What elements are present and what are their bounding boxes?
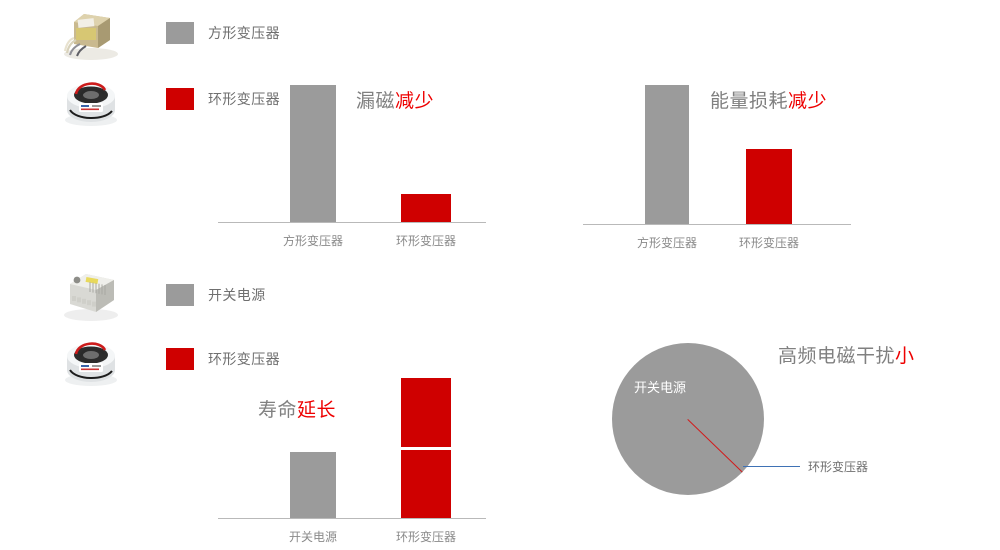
x-axis-line bbox=[218, 518, 486, 519]
chart-title-normal: 高频电磁干扰 bbox=[778, 346, 896, 367]
chart-leakage-flux: 方形变压器 环形变压器 漏磁减少 bbox=[218, 82, 486, 248]
chart-energy-loss: 方形变压器 环形变压器 能量损耗减少 bbox=[583, 84, 851, 250]
legend-top-label-1: 环形变压器 bbox=[208, 91, 280, 107]
bar-toroidal-transformer bbox=[401, 194, 451, 222]
chart-title-highlight: 小 bbox=[895, 346, 915, 367]
x-tick-label-1: 环形变压器 bbox=[395, 234, 456, 248]
pie-callout-label-toroidal-transformer: 环形变压器 bbox=[808, 460, 869, 474]
bar-square-transformer bbox=[645, 85, 689, 224]
bar-segment-lower bbox=[401, 450, 451, 518]
x-axis-line bbox=[218, 222, 486, 223]
bar-switching-power-supply bbox=[290, 452, 336, 518]
pie-chart-hf-emi: 开关电源 bbox=[612, 343, 764, 495]
bar-toroidal-transformer bbox=[746, 149, 792, 224]
switching-power-supply-photo bbox=[60, 266, 122, 324]
x-tick-label-0: 方形变压器 bbox=[282, 234, 343, 248]
legend-swatch-gray bbox=[166, 284, 194, 306]
bar-square-transformer bbox=[290, 85, 336, 222]
plot-area-energy-loss: 方形变压器 环形变压器 bbox=[583, 84, 851, 250]
chart-title-highlight: 延长 bbox=[297, 400, 337, 421]
chart-hf-emi: 开关电源 环形变压器 高频电磁干扰小 bbox=[612, 343, 942, 508]
legend-swatch-red bbox=[166, 348, 194, 370]
chart-title-normal: 寿命 bbox=[258, 400, 298, 421]
chart-title-highlight: 减少 bbox=[788, 91, 828, 112]
x-tick-label-1: 环形变压器 bbox=[395, 530, 456, 544]
x-tick-label-1: 环形变压器 bbox=[738, 236, 799, 250]
legend-swatch-gray bbox=[166, 22, 194, 44]
legend-bottom-label-0: 开关电源 bbox=[208, 287, 266, 303]
pie-callout-leader-line bbox=[743, 466, 800, 467]
chart-title-leakage-flux: 漏磁减少 bbox=[356, 86, 434, 113]
pie-slice-label-switching-power-supply: 开关电源 bbox=[634, 380, 687, 395]
chart-title-normal: 漏磁 bbox=[356, 91, 396, 112]
legend-top-item-toroidal-transformer: 环形变压器 bbox=[60, 70, 280, 128]
chart-title-energy-loss: 能量损耗减少 bbox=[710, 86, 827, 113]
plot-area-service-life: 开关电源 环形变压器 bbox=[218, 378, 486, 544]
legend-bottom-item-switching-power-supply: 开关电源 bbox=[60, 266, 266, 324]
pie-slice-toroidal-transformer bbox=[687, 419, 743, 473]
legend-bottom-label-1: 环形变压器 bbox=[208, 351, 280, 367]
x-axis-line bbox=[583, 224, 851, 225]
toroidal-transformer-photo bbox=[60, 70, 122, 128]
chart-title-highlight: 减少 bbox=[395, 91, 435, 112]
x-tick-label-0: 方形变压器 bbox=[636, 236, 697, 250]
legend-bottom-item-toroidal-transformer: 环形变压器 bbox=[60, 330, 280, 388]
x-tick-label-0: 开关电源 bbox=[288, 530, 337, 544]
bar-segment-upper bbox=[401, 378, 451, 447]
chart-title-hf-emi: 高频电磁干扰小 bbox=[778, 341, 915, 368]
chart-service-life: 开关电源 环形变压器 寿命延长 bbox=[218, 378, 486, 544]
legend-swatch-red bbox=[166, 88, 194, 110]
chart-title-normal: 能量损耗 bbox=[710, 91, 789, 112]
chart-title-service-life: 寿命延长 bbox=[258, 395, 336, 422]
legend-top-item-square-transformer: 方形变压器 bbox=[60, 4, 280, 62]
toroidal-transformer-photo bbox=[60, 330, 122, 388]
plot-area-leakage-flux: 方形变压器 环形变压器 bbox=[218, 82, 486, 248]
square-transformer-photo bbox=[60, 4, 122, 62]
legend-top-label-0: 方形变压器 bbox=[208, 25, 280, 41]
bar-toroidal-transformer bbox=[401, 378, 451, 518]
